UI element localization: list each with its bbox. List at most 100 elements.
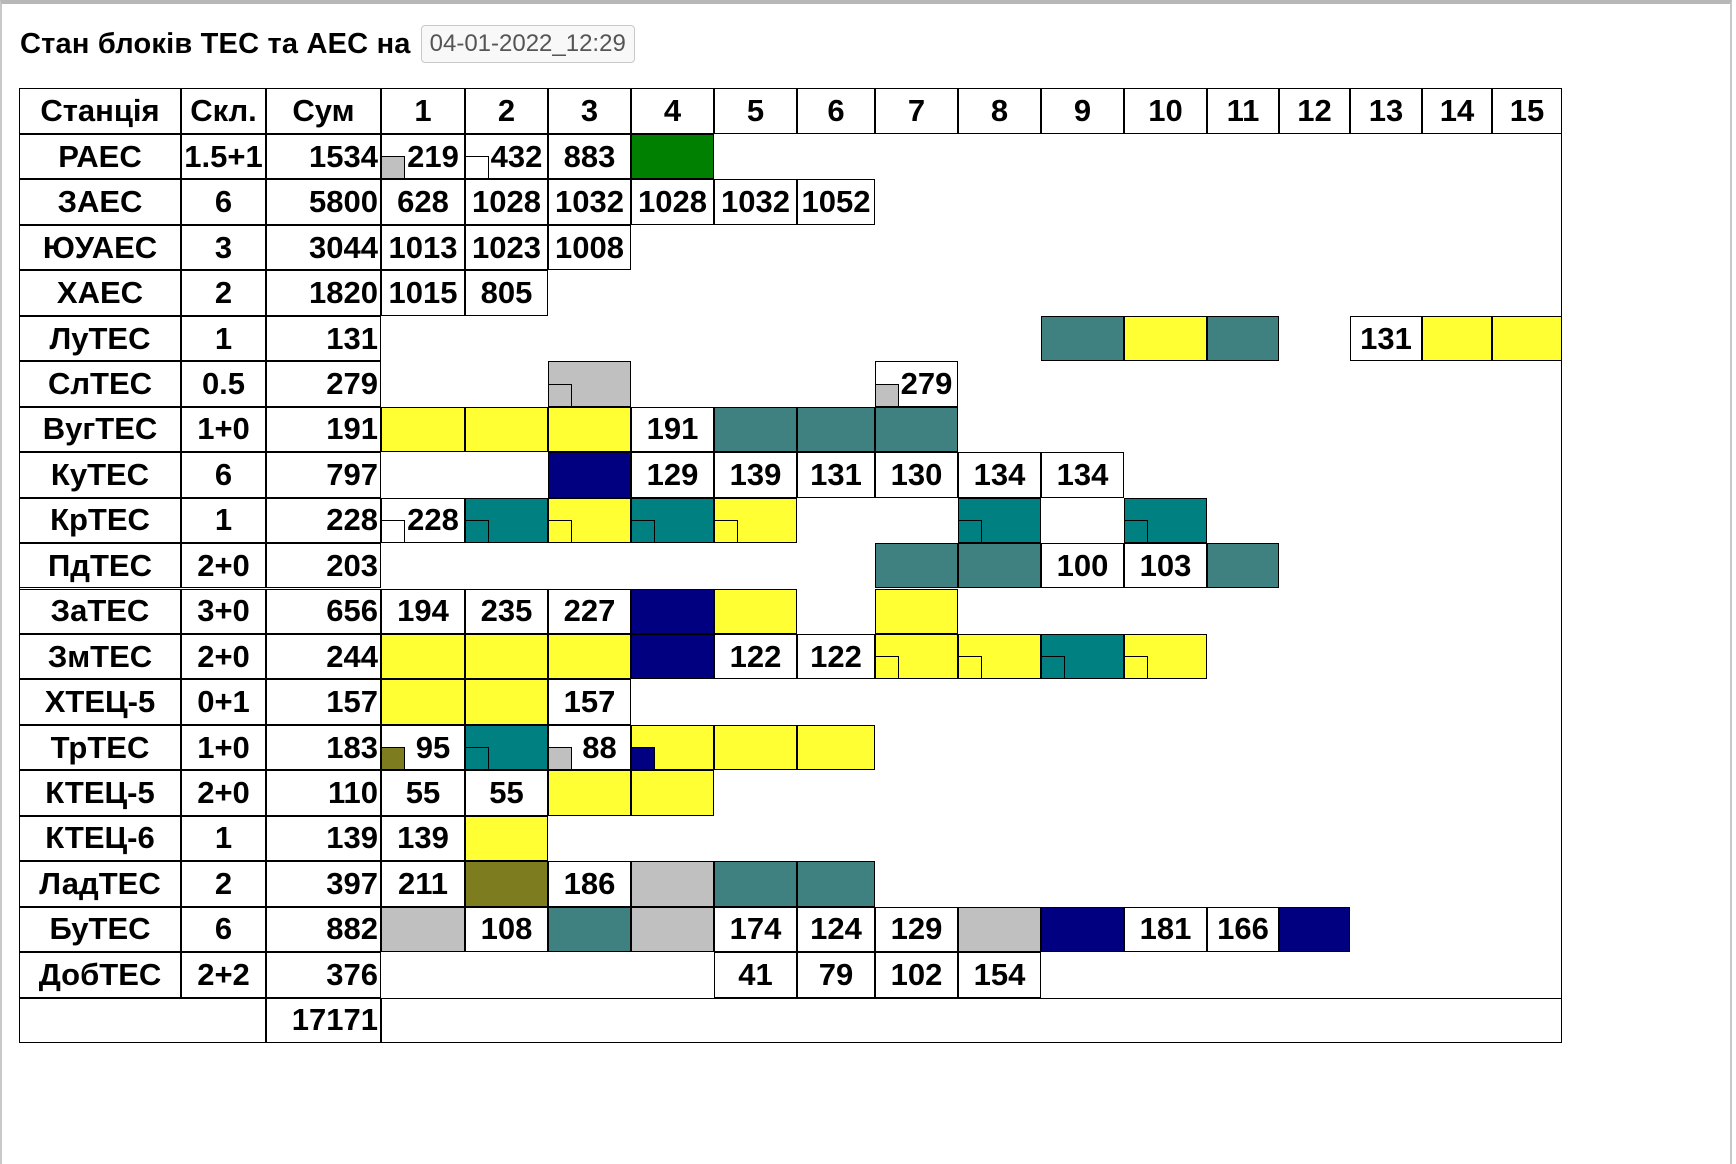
unit-8-cell[interactable] bbox=[958, 633, 1041, 680]
unit-1-cell[interactable]: 55 bbox=[381, 770, 465, 816]
unit-6-cell[interactable] bbox=[797, 724, 875, 771]
unit-3-cell[interactable] bbox=[548, 633, 631, 680]
unit-7-cell[interactable]: 279 bbox=[875, 361, 958, 407]
unit-5-cell[interactable] bbox=[714, 406, 797, 453]
unit-2-cell[interactable] bbox=[465, 497, 548, 544]
unit-5-cell[interactable] bbox=[714, 497, 797, 544]
unit-1-cell[interactable]: 1015 bbox=[381, 270, 465, 316]
unit-1-cell[interactable]: 628 bbox=[381, 179, 465, 225]
unit-4-cell[interactable] bbox=[631, 861, 714, 907]
unit-6-cell[interactable]: 1052 bbox=[797, 179, 875, 225]
unit-3-cell[interactable] bbox=[548, 406, 631, 453]
unit-6-cell[interactable] bbox=[797, 861, 875, 907]
unit-1-cell[interactable]: 228 bbox=[381, 497, 465, 544]
unit-8-cell[interactable] bbox=[958, 906, 1041, 953]
unit-7-cell[interactable]: 130 bbox=[875, 452, 958, 498]
unit-1-cell[interactable]: 95 bbox=[381, 724, 465, 771]
unit-3-cell[interactable]: 227 bbox=[548, 588, 631, 634]
unit-3-cell[interactable]: 1008 bbox=[548, 224, 631, 271]
unit-10-cell[interactable]: 103 bbox=[1124, 543, 1207, 589]
unit-4-cell[interactable] bbox=[631, 724, 714, 771]
unit-2-cell[interactable]: 55 bbox=[465, 770, 548, 816]
unit-4-cell[interactable] bbox=[631, 134, 714, 180]
unit-5-cell[interactable]: 122 bbox=[714, 633, 797, 680]
unit-4-cell[interactable]: 191 bbox=[631, 406, 714, 453]
unit-3-cell[interactable]: 883 bbox=[548, 134, 631, 180]
unit-5-cell[interactable]: 174 bbox=[714, 906, 797, 953]
unit-2-cell[interactable]: 432 bbox=[465, 134, 548, 180]
unit-7-cell[interactable] bbox=[875, 543, 958, 589]
unit-2-cell[interactable] bbox=[465, 815, 548, 862]
unit-1-cell[interactable]: 139 bbox=[381, 815, 465, 862]
unit-1-cell[interactable] bbox=[381, 633, 465, 680]
unit-8-cell[interactable] bbox=[958, 497, 1041, 544]
unit-12-cell[interactable] bbox=[1279, 906, 1350, 953]
unit-8-cell[interactable]: 134 bbox=[958, 452, 1041, 498]
unit-3-cell[interactable]: 1032 bbox=[548, 179, 631, 225]
unit-7-cell[interactable]: 129 bbox=[875, 906, 958, 953]
unit-3-cell[interactable] bbox=[548, 906, 631, 953]
unit-4-cell[interactable]: 129 bbox=[631, 452, 714, 498]
unit-10-cell[interactable]: 181 bbox=[1124, 906, 1207, 953]
unit-2-cell[interactable]: 1023 bbox=[465, 224, 548, 271]
unit-1-cell[interactable] bbox=[381, 906, 465, 953]
unit-3-cell[interactable] bbox=[548, 452, 631, 498]
unit-4-cell[interactable] bbox=[631, 497, 714, 544]
unit-1-cell[interactable]: 211 bbox=[381, 861, 465, 907]
unit-1-cell[interactable]: 219 bbox=[381, 134, 465, 180]
unit-8-cell[interactable]: 154 bbox=[958, 952, 1041, 998]
unit-6-cell[interactable]: 131 bbox=[797, 452, 875, 498]
unit-2-cell[interactable] bbox=[465, 679, 548, 725]
unit-3-cell[interactable] bbox=[548, 361, 631, 407]
unit-2-cell[interactable] bbox=[465, 724, 548, 771]
unit-3-cell[interactable]: 88 bbox=[548, 724, 631, 771]
unit-15-cell[interactable] bbox=[1492, 315, 1562, 362]
unit-6-cell[interactable]: 122 bbox=[797, 633, 875, 680]
unit-7-cell[interactable] bbox=[875, 633, 958, 680]
unit-9-cell[interactable] bbox=[1041, 906, 1124, 953]
unit-7-cell[interactable] bbox=[875, 406, 958, 453]
unit-1-cell[interactable] bbox=[381, 406, 465, 453]
unit-1-cell[interactable]: 1013 bbox=[381, 224, 465, 271]
unit-10-cell[interactable] bbox=[1124, 315, 1207, 362]
unit-5-cell[interactable] bbox=[714, 861, 797, 907]
unit-7-cell[interactable] bbox=[875, 588, 958, 634]
unit-6-cell[interactable]: 124 bbox=[797, 906, 875, 953]
unit-9-cell[interactable] bbox=[1041, 633, 1124, 680]
unit-14-cell[interactable] bbox=[1422, 315, 1492, 362]
unit-1-cell[interactable] bbox=[381, 679, 465, 725]
unit-9-cell[interactable]: 100 bbox=[1041, 543, 1124, 589]
unit-2-cell[interactable]: 235 bbox=[465, 588, 548, 634]
unit-4-cell[interactable] bbox=[631, 633, 714, 680]
unit-3-cell[interactable] bbox=[548, 770, 631, 816]
unit-5-cell[interactable] bbox=[714, 724, 797, 771]
unit-5-cell[interactable]: 1032 bbox=[714, 179, 797, 225]
unit-3-cell[interactable]: 157 bbox=[548, 679, 631, 725]
datetime-field[interactable]: 04-01-2022_12:29 bbox=[420, 25, 635, 63]
unit-2-cell[interactable]: 108 bbox=[465, 906, 548, 953]
unit-11-cell[interactable]: 166 bbox=[1207, 906, 1279, 953]
unit-5-cell[interactable]: 139 bbox=[714, 452, 797, 498]
unit-5-cell[interactable]: 41 bbox=[714, 952, 797, 998]
unit-7-cell[interactable]: 102 bbox=[875, 952, 958, 998]
unit-2-cell[interactable] bbox=[465, 406, 548, 453]
unit-3-cell[interactable] bbox=[548, 497, 631, 544]
unit-6-cell[interactable]: 79 bbox=[797, 952, 875, 998]
unit-11-cell[interactable] bbox=[1207, 315, 1279, 362]
unit-3-cell[interactable]: 186 bbox=[548, 861, 631, 907]
unit-4-cell[interactable] bbox=[631, 588, 714, 634]
unit-2-cell[interactable] bbox=[465, 633, 548, 680]
unit-4-cell[interactable] bbox=[631, 770, 714, 816]
unit-4-cell[interactable]: 1028 bbox=[631, 179, 714, 225]
unit-2-cell[interactable] bbox=[465, 861, 548, 907]
unit-13-cell[interactable]: 131 bbox=[1350, 315, 1422, 362]
unit-5-cell[interactable] bbox=[714, 588, 797, 634]
unit-9-cell[interactable] bbox=[1041, 315, 1124, 362]
unit-11-cell[interactable] bbox=[1207, 543, 1279, 589]
unit-6-cell[interactable] bbox=[797, 406, 875, 453]
unit-10-cell[interactable] bbox=[1124, 633, 1207, 680]
unit-2-cell[interactable]: 1028 bbox=[465, 179, 548, 225]
unit-9-cell[interactable]: 134 bbox=[1041, 452, 1124, 498]
unit-2-cell[interactable]: 805 bbox=[465, 270, 548, 316]
unit-10-cell[interactable] bbox=[1124, 497, 1207, 544]
